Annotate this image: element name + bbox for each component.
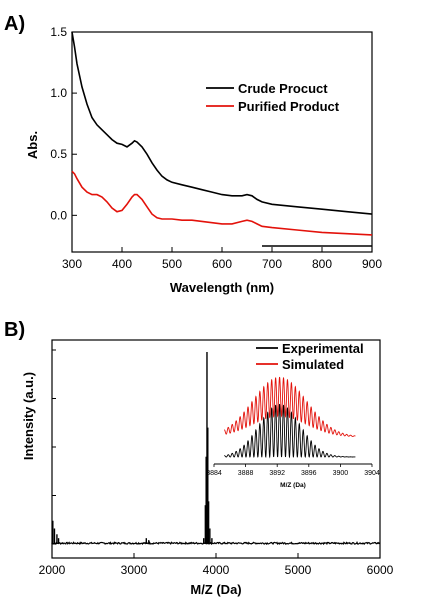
panel-b-x-axis-label: M/Z (Da) [190, 582, 241, 597]
inset-x-tick-label: 3900 [333, 470, 349, 477]
inset-series-line-simulated [224, 376, 356, 437]
panel-b-x-tick-label: 6000 [367, 563, 394, 577]
panel-a-x-tick-label: 700 [262, 257, 282, 271]
panel-b-y-axis-label: Intensity (a.u.) [21, 372, 36, 460]
panel-a-y-tick-label: 1.5 [50, 25, 67, 39]
panel-b-x-tick-label: 5000 [285, 563, 312, 577]
legend-label-crude: Crude Procuct [238, 81, 328, 96]
legend-label-purified: Purified Product [238, 99, 340, 114]
inset-series [224, 376, 356, 459]
panel-a-y-tick-label: 0.5 [50, 147, 67, 161]
panel-a-x-tick-label: 800 [312, 257, 332, 271]
panel-b-x-tick-label: 4000 [203, 563, 230, 577]
panel-a-series-line-0 [71, 31, 373, 215]
panel-a-series-line-1 [71, 170, 373, 236]
inset-x-tick-label: 3904 [364, 470, 380, 477]
inset-x-ticks: 3884 3888 3892 3896 3900 3904 [206, 464, 380, 477]
panel-a-series [71, 31, 373, 236]
inset-x-axis-label: M/Z (Da) [280, 482, 306, 489]
legend-label-experimental: Experimental [282, 341, 364, 356]
panel-b-baseline [51, 541, 381, 546]
panel-a-x-ticks: 300 400 500 600 700 800 900 [62, 247, 382, 271]
panel-a-x-tick-label: 400 [112, 257, 132, 271]
inset-x-tick-label: 3888 [238, 470, 254, 477]
panel-a-legend: Crude Procuct Purified Product [206, 81, 340, 114]
panel-a-x-tick-label: 900 [362, 257, 382, 271]
panel-a-frame [71, 31, 373, 253]
panel-a-y-ticks: 0.0 0.5 1.0 1.5 [50, 25, 77, 222]
panel-a-y-tick-label: 1.0 [50, 86, 67, 100]
inset-x-tick-label: 3892 [269, 470, 285, 477]
panel-a-x-tick-label: 600 [212, 257, 232, 271]
panel-b-x-tick-label: 3000 [121, 563, 148, 577]
panel-b-x-ticks: 2000 3000 4000 5000 6000 [39, 553, 394, 577]
panel-a-x-tick-label: 300 [62, 257, 82, 271]
inset-x-tick-label: 3884 [206, 470, 222, 477]
panel-b-legend: Experimental Experimental Simulated [256, 341, 364, 372]
panel-a-plot: 300 400 500 600 700 800 900 0.0 0.5 1.0 1.5 Crude… [25, 25, 382, 295]
panel-a-x-axis-label: Wavelength (nm) [170, 280, 274, 295]
inset-x-tick-label: 3896 [301, 470, 317, 477]
inset-series-line-experimental [224, 403, 356, 459]
panel-a-x-tick-label: 500 [162, 257, 182, 271]
panel-b-y-ticks [52, 349, 56, 545]
panel-b-series [51, 351, 381, 546]
panel-b-x-tick-label: 2000 [39, 563, 66, 577]
panel-b-plot: 2000 3000 4000 5000 6000 Experimental Experi… [21, 339, 394, 597]
panel-b-inset: 3884 3888 3892 3896 3900 3904 M/Z (Da) [206, 376, 380, 489]
panel-b-frame [51, 339, 381, 559]
panel-a-y-axis-label: Abs. [25, 131, 40, 159]
panel-a-label: A) [4, 13, 25, 35]
panel-b-label: B) [4, 319, 25, 341]
panel-a-y-tick-label: 0.0 [50, 208, 67, 222]
legend-label-simulated-text: Simulated [282, 357, 344, 372]
